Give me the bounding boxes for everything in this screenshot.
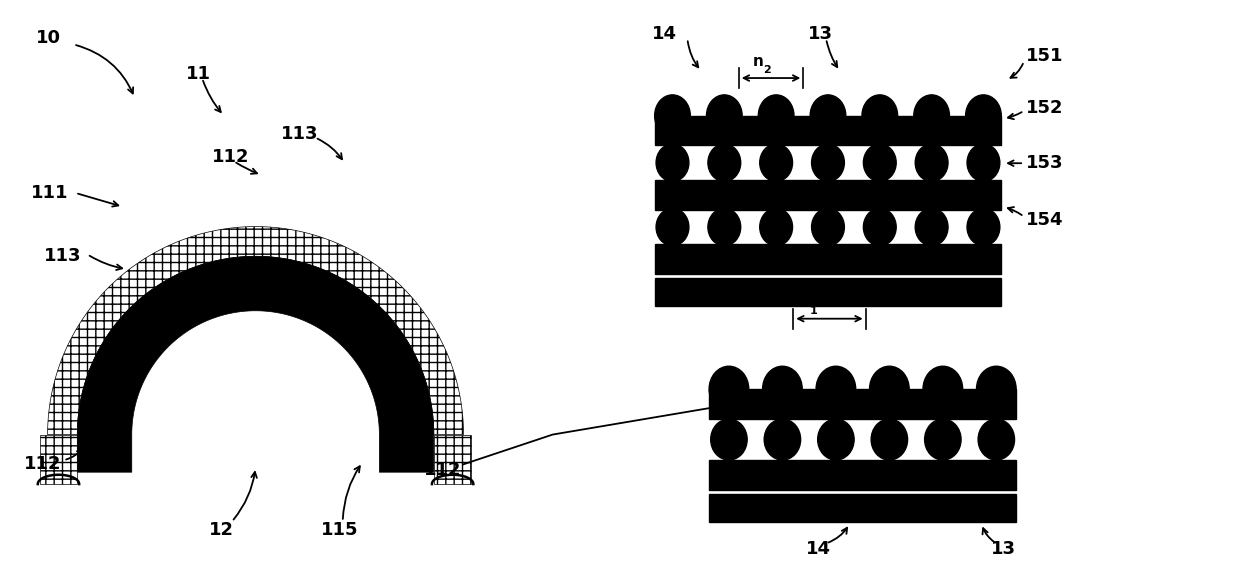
Ellipse shape bbox=[656, 208, 689, 246]
Ellipse shape bbox=[708, 208, 740, 246]
Polygon shape bbox=[40, 435, 77, 484]
Text: 112: 112 bbox=[24, 455, 61, 474]
Ellipse shape bbox=[863, 208, 897, 246]
Ellipse shape bbox=[869, 366, 909, 412]
Text: 12: 12 bbox=[210, 521, 234, 538]
Text: 113: 113 bbox=[43, 247, 81, 265]
Bar bbox=[655, 180, 1001, 210]
Ellipse shape bbox=[863, 144, 897, 181]
Text: 14: 14 bbox=[652, 25, 677, 44]
Text: 112: 112 bbox=[212, 148, 249, 166]
Ellipse shape bbox=[708, 144, 740, 181]
Ellipse shape bbox=[978, 419, 1014, 460]
Ellipse shape bbox=[977, 366, 1016, 412]
Text: 153: 153 bbox=[1025, 154, 1064, 172]
Ellipse shape bbox=[925, 419, 961, 460]
Bar bbox=[655, 245, 1001, 274]
Bar bbox=[655, 116, 1001, 145]
Ellipse shape bbox=[709, 366, 749, 412]
Ellipse shape bbox=[862, 95, 898, 137]
Ellipse shape bbox=[923, 366, 962, 412]
Text: 151: 151 bbox=[1025, 47, 1064, 65]
Text: 10: 10 bbox=[36, 29, 61, 48]
Ellipse shape bbox=[872, 419, 908, 460]
Text: 154: 154 bbox=[1025, 211, 1064, 228]
Text: 111: 111 bbox=[31, 184, 68, 202]
Text: 2: 2 bbox=[764, 65, 771, 75]
Bar bbox=[709, 389, 1016, 418]
Text: 112: 112 bbox=[424, 461, 461, 479]
Text: 113: 113 bbox=[281, 125, 319, 142]
Text: 13: 13 bbox=[991, 541, 1017, 559]
Polygon shape bbox=[434, 435, 471, 484]
Ellipse shape bbox=[656, 144, 689, 181]
Text: 115: 115 bbox=[321, 521, 358, 538]
Ellipse shape bbox=[759, 95, 794, 137]
Text: 11: 11 bbox=[186, 65, 211, 83]
Ellipse shape bbox=[711, 419, 748, 460]
Bar bbox=[709, 494, 1016, 522]
Ellipse shape bbox=[655, 95, 691, 137]
Ellipse shape bbox=[811, 208, 844, 246]
Ellipse shape bbox=[760, 144, 792, 181]
Ellipse shape bbox=[760, 208, 792, 246]
Ellipse shape bbox=[915, 144, 949, 181]
Text: 13: 13 bbox=[808, 25, 833, 44]
Ellipse shape bbox=[810, 95, 846, 137]
Ellipse shape bbox=[816, 366, 856, 412]
Text: 152: 152 bbox=[1025, 99, 1064, 117]
Ellipse shape bbox=[966, 95, 1001, 137]
Ellipse shape bbox=[915, 208, 949, 246]
Polygon shape bbox=[77, 257, 434, 472]
Ellipse shape bbox=[817, 419, 854, 460]
Ellipse shape bbox=[763, 366, 802, 412]
Ellipse shape bbox=[914, 95, 950, 137]
Polygon shape bbox=[47, 227, 464, 435]
Bar bbox=[709, 460, 1016, 490]
Ellipse shape bbox=[811, 144, 844, 181]
Ellipse shape bbox=[707, 95, 742, 137]
Ellipse shape bbox=[967, 144, 999, 181]
Ellipse shape bbox=[967, 208, 999, 246]
Text: 14: 14 bbox=[806, 541, 831, 559]
Ellipse shape bbox=[764, 419, 801, 460]
Bar bbox=[655, 278, 1001, 306]
Text: n: n bbox=[799, 295, 810, 310]
Text: 1: 1 bbox=[810, 306, 818, 316]
Text: n: n bbox=[753, 54, 764, 69]
